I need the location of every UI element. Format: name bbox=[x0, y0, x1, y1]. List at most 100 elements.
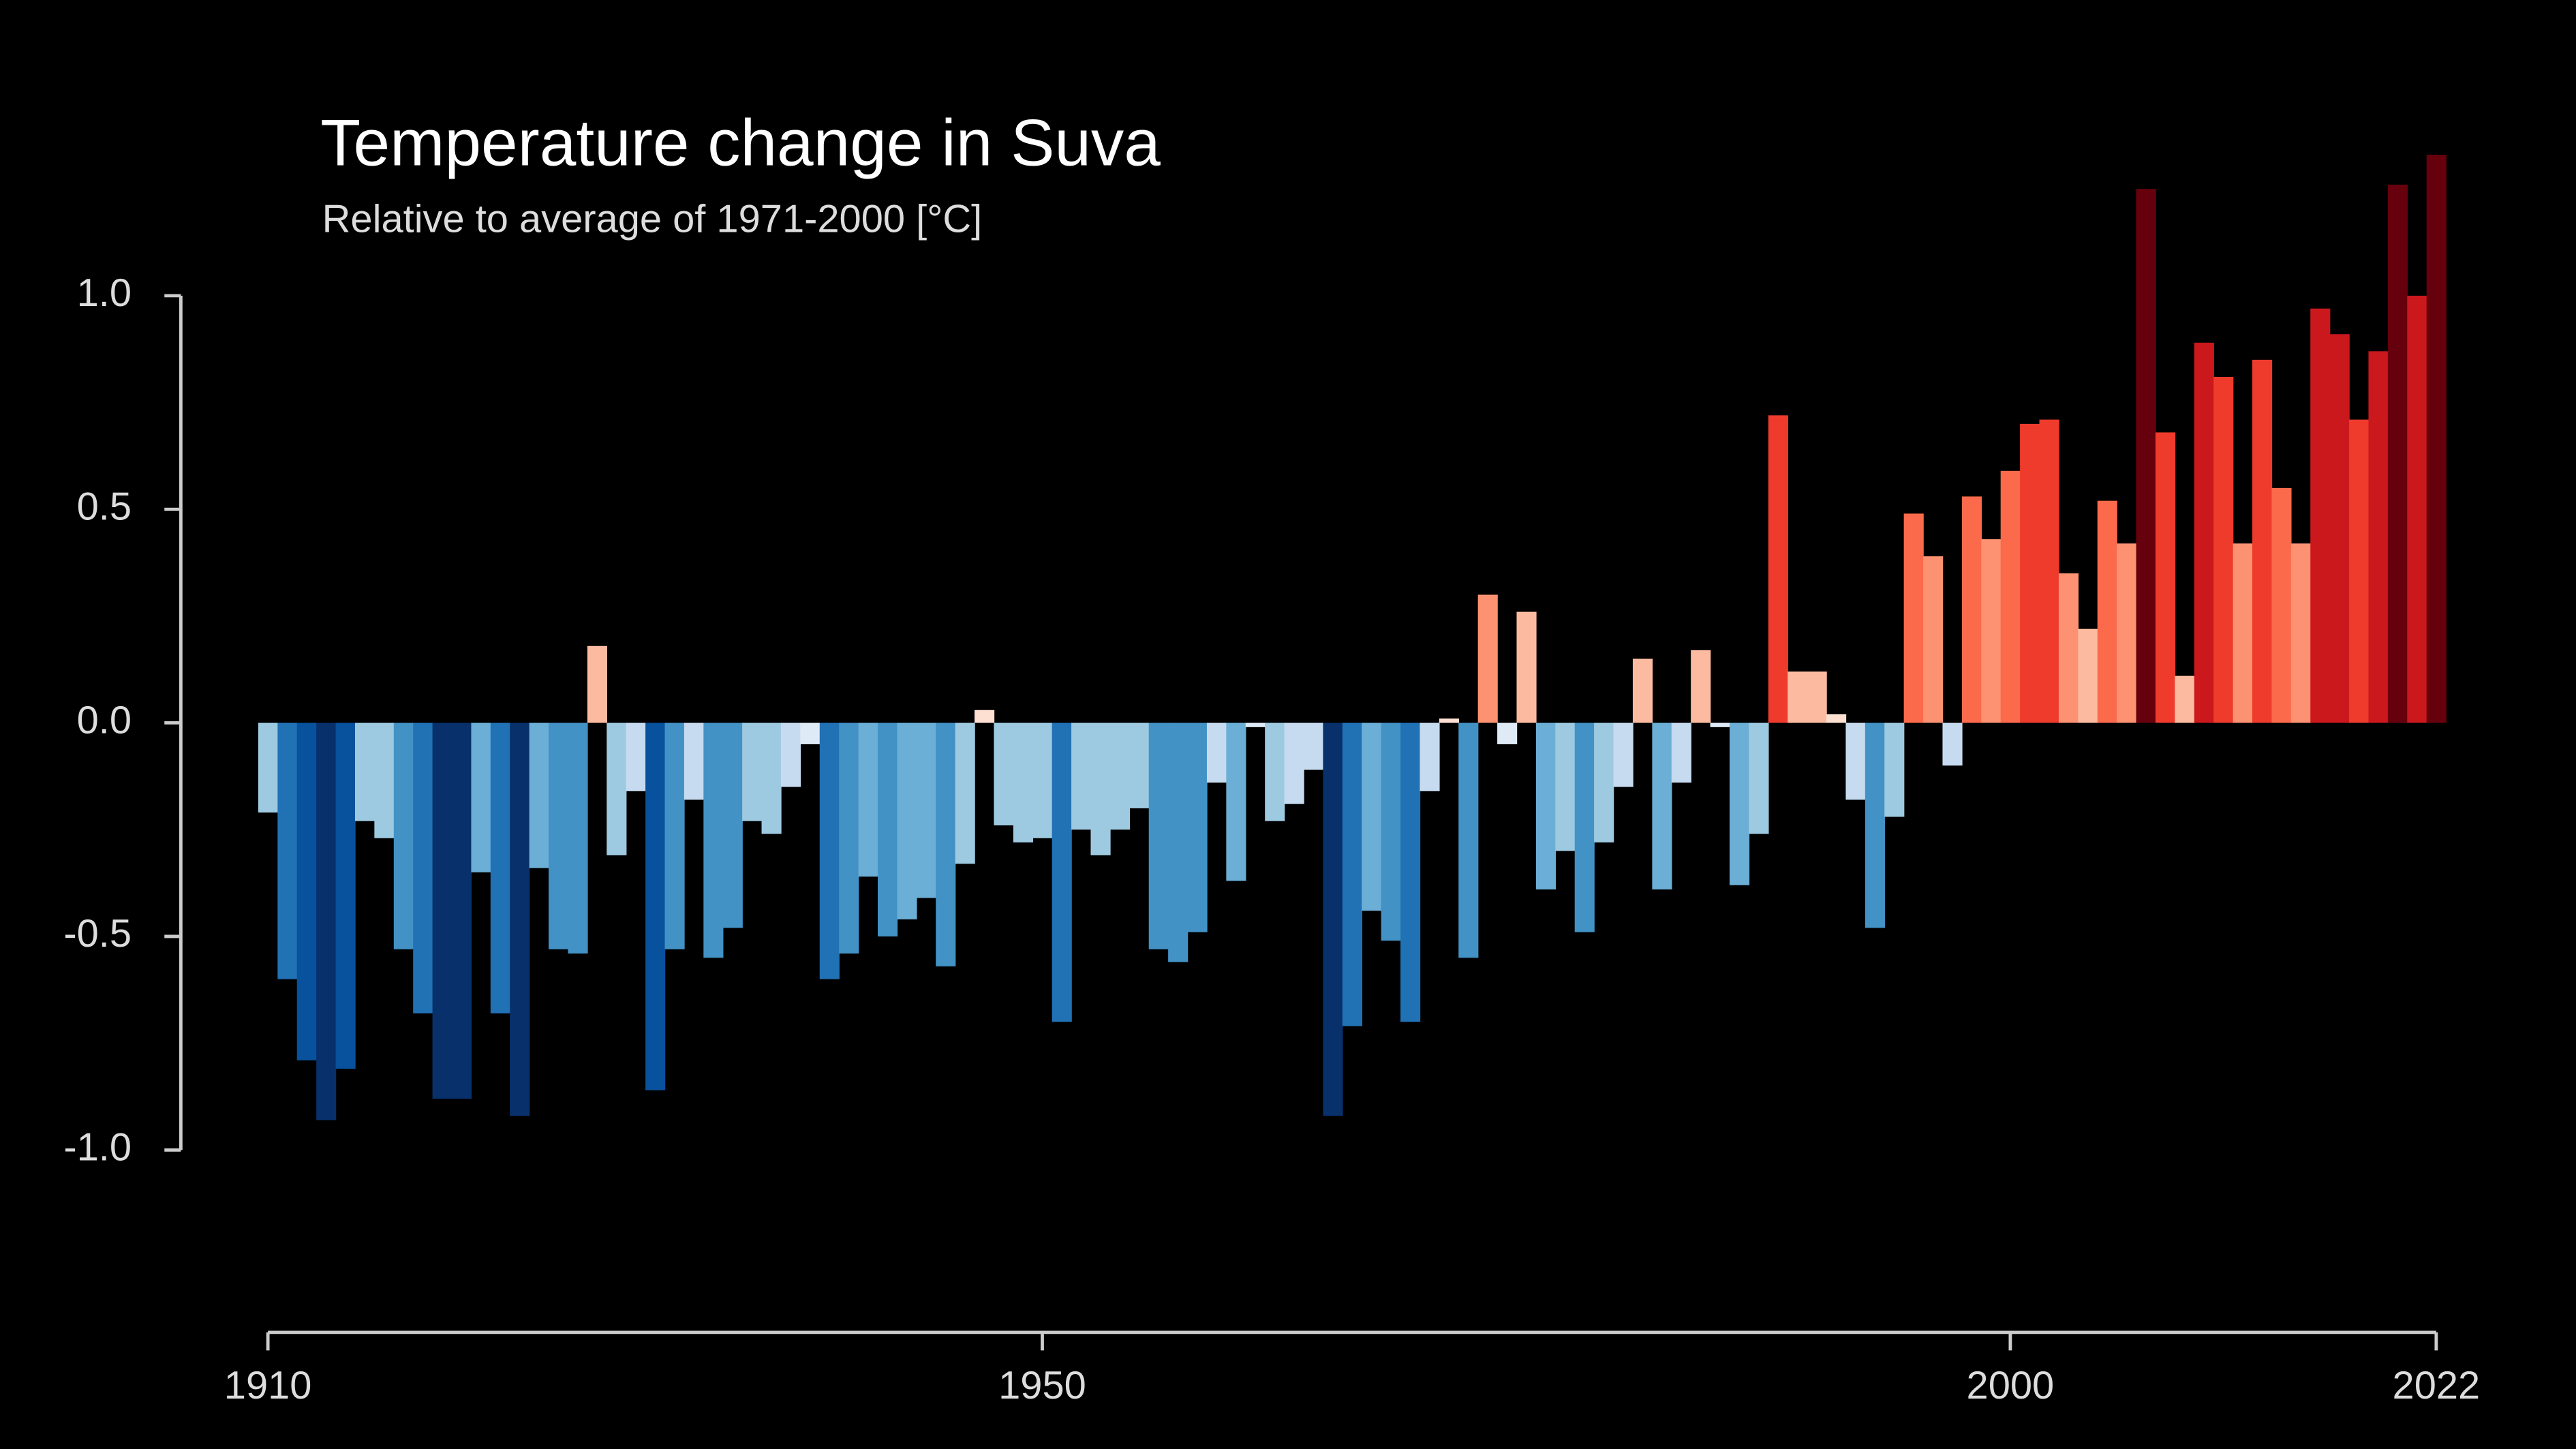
bar bbox=[354, 722, 375, 821]
bar bbox=[258, 722, 279, 813]
bar bbox=[1865, 722, 1885, 928]
bar bbox=[1613, 722, 1634, 787]
bar bbox=[549, 722, 569, 949]
bar bbox=[2329, 334, 2350, 723]
bar bbox=[2000, 470, 2021, 723]
bar bbox=[1555, 722, 1576, 851]
bar bbox=[1710, 722, 1730, 727]
bar bbox=[1245, 722, 1266, 727]
bar bbox=[897, 722, 917, 919]
bar bbox=[2117, 543, 2137, 723]
bar bbox=[510, 722, 530, 1116]
y-tick-label: 1.0 bbox=[77, 271, 132, 315]
y-tick-label: 0.5 bbox=[77, 485, 132, 529]
bar bbox=[1109, 722, 1131, 830]
bar bbox=[568, 722, 588, 954]
bar bbox=[2233, 543, 2253, 723]
bar bbox=[2078, 628, 2098, 723]
bar bbox=[1632, 658, 1653, 723]
bar bbox=[800, 722, 821, 744]
bar bbox=[2349, 419, 2370, 723]
bar bbox=[1323, 722, 1343, 1116]
y-tick-label: -1.0 bbox=[63, 1126, 132, 1170]
bar bbox=[1439, 718, 1459, 723]
bar bbox=[1826, 714, 1847, 723]
bar bbox=[277, 722, 298, 979]
bar bbox=[1961, 496, 1982, 723]
bar bbox=[1090, 722, 1111, 855]
bar bbox=[2252, 359, 2273, 723]
bar bbox=[2426, 155, 2447, 723]
bar bbox=[1071, 722, 1092, 830]
bar bbox=[1265, 722, 1285, 821]
bar bbox=[722, 722, 743, 928]
bar bbox=[529, 722, 549, 868]
bar bbox=[2020, 423, 2040, 723]
bar bbox=[1903, 513, 1924, 723]
bar bbox=[916, 722, 936, 898]
bar bbox=[1052, 722, 1072, 1022]
bar bbox=[1497, 722, 1518, 744]
bar bbox=[607, 722, 627, 855]
bar bbox=[2058, 573, 2079, 723]
bar bbox=[2213, 376, 2234, 723]
bar bbox=[2310, 308, 2331, 723]
bar bbox=[819, 722, 840, 979]
bar bbox=[2155, 432, 2176, 723]
bar bbox=[1477, 594, 1498, 723]
bar bbox=[1749, 722, 1769, 834]
bar bbox=[1845, 722, 1866, 800]
chart-subtitle: Relative to average of 1971-2000 [°C] bbox=[322, 198, 983, 241]
bar bbox=[1148, 722, 1169, 949]
x-tick-label: 1950 bbox=[998, 1364, 1086, 1407]
bar bbox=[742, 722, 763, 821]
bar bbox=[1303, 722, 1324, 770]
bar bbox=[994, 722, 1014, 826]
bar bbox=[1226, 722, 1246, 881]
bar bbox=[1168, 722, 1189, 962]
bar bbox=[1884, 722, 1905, 817]
bar bbox=[1574, 722, 1595, 932]
bar bbox=[1516, 611, 1537, 723]
bar bbox=[2136, 189, 2156, 723]
bar bbox=[1729, 722, 1750, 885]
bar bbox=[1788, 671, 1808, 723]
bar bbox=[316, 722, 337, 1120]
bar bbox=[2290, 543, 2311, 723]
bar bbox=[1400, 722, 1421, 1022]
bar bbox=[1535, 722, 1557, 890]
bar bbox=[936, 722, 956, 966]
bar bbox=[413, 722, 433, 1013]
y-tick-label: 0.0 bbox=[77, 699, 132, 742]
x-tick-label: 2000 bbox=[1967, 1364, 2055, 1407]
bar bbox=[2039, 419, 2059, 723]
bar bbox=[393, 722, 414, 949]
bar bbox=[761, 722, 782, 834]
bar bbox=[2175, 675, 2195, 723]
bar bbox=[2194, 342, 2214, 723]
bar bbox=[1671, 722, 1691, 783]
bar bbox=[1284, 722, 1304, 804]
bar bbox=[1129, 722, 1150, 808]
bar bbox=[2271, 487, 2292, 723]
bar bbox=[471, 722, 491, 872]
bar bbox=[1458, 722, 1479, 958]
bar bbox=[296, 722, 317, 1061]
bar bbox=[877, 722, 898, 936]
bar bbox=[1981, 539, 2002, 723]
bar bbox=[1032, 722, 1053, 838]
bar bbox=[684, 722, 705, 800]
bar bbox=[432, 722, 453, 1099]
bar bbox=[2368, 351, 2389, 723]
bar bbox=[955, 722, 975, 864]
bar bbox=[780, 722, 801, 787]
bar bbox=[335, 722, 356, 1069]
bar bbox=[2097, 500, 2117, 723]
bar bbox=[1807, 671, 1827, 723]
bar bbox=[2407, 295, 2427, 723]
bar bbox=[1362, 722, 1382, 911]
bar bbox=[626, 722, 646, 791]
bar bbox=[374, 722, 395, 838]
bar bbox=[1013, 722, 1033, 843]
